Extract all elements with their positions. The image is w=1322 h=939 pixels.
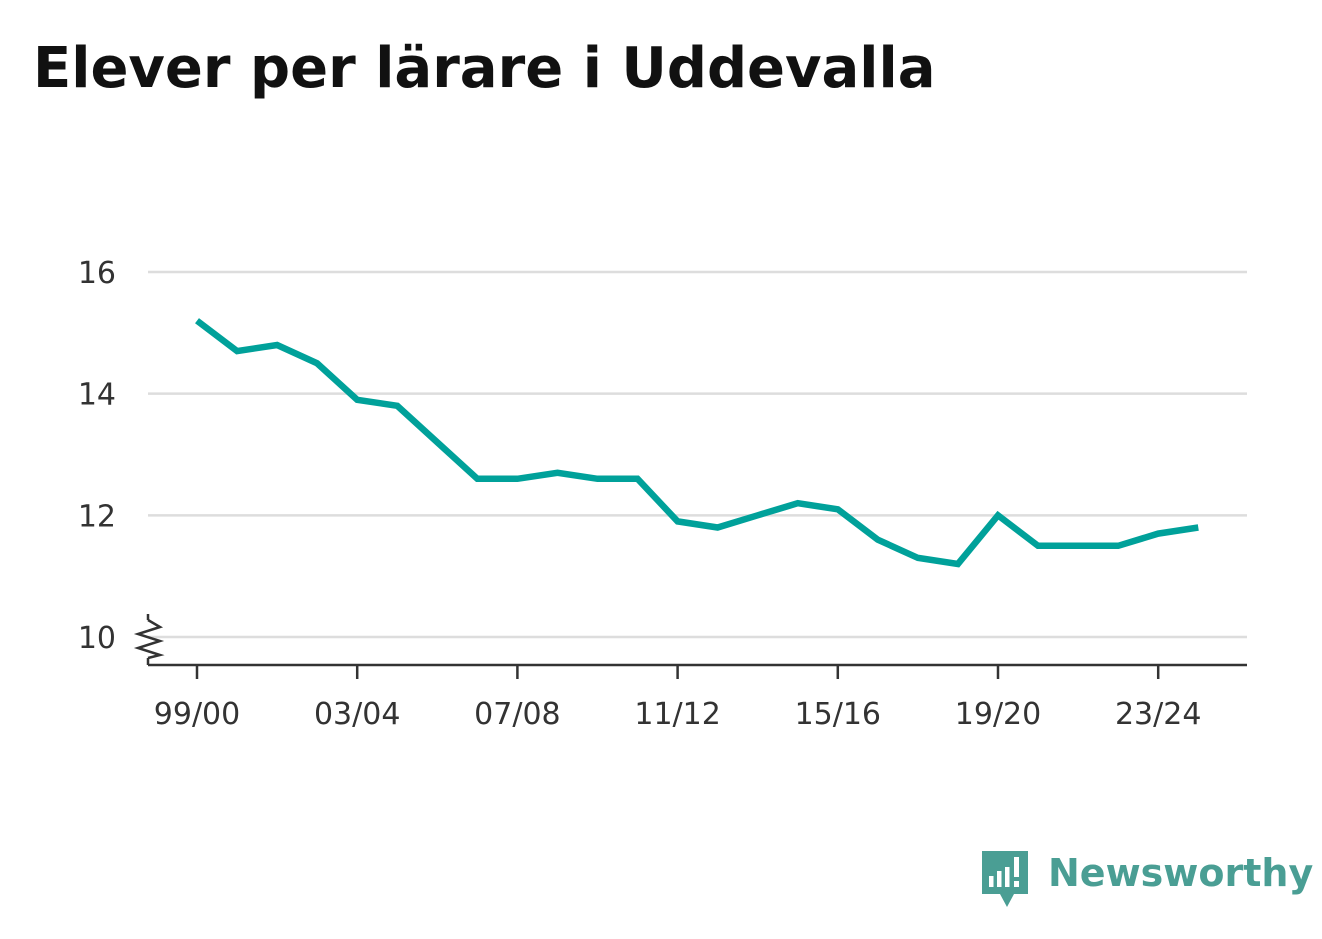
- brand-name: Newsworthy: [1048, 851, 1314, 895]
- data-point: [955, 561, 961, 567]
- data-point: [715, 525, 721, 531]
- data-point: [595, 476, 601, 482]
- y-axis-tick-labels: 10 12 14 16: [78, 256, 116, 656]
- data-point: [194, 318, 200, 324]
- data-point: [274, 342, 280, 348]
- x-tick-label: 15/16: [795, 697, 881, 732]
- data-point: [434, 439, 440, 445]
- gridlines: [148, 270, 1247, 639]
- y-tick-label: 10: [78, 621, 116, 656]
- series-layer: [194, 318, 1201, 568]
- x-tick-label: 99/00: [154, 697, 240, 732]
- x-axis-tick-labels: 99/00 03/04 07/08 11/12 15/16 19/20 23/24: [154, 697, 1202, 732]
- data-point: [1035, 543, 1041, 549]
- data-point: [234, 348, 240, 354]
- data-point: [675, 518, 681, 524]
- data-point: [354, 397, 360, 403]
- newsworthy-logo-icon: [982, 851, 1028, 907]
- x-tick-label: 19/20: [955, 697, 1041, 732]
- data-point: [995, 512, 1001, 518]
- x-tick-label: 03/04: [314, 697, 400, 732]
- x-tick-label: 11/12: [634, 697, 720, 732]
- data-point: [755, 512, 761, 518]
- x-tick-label: 07/08: [474, 697, 560, 732]
- data-point: [514, 476, 520, 482]
- data-point: [1195, 525, 1201, 531]
- data-point: [394, 403, 400, 409]
- data-point: [835, 506, 841, 512]
- x-axis: [133, 614, 1247, 679]
- data-point: [635, 476, 641, 482]
- data-point: [1155, 531, 1161, 537]
- data-point: [554, 470, 560, 476]
- data-point: [1075, 543, 1081, 549]
- data-point: [915, 555, 921, 561]
- y-tick-label: 12: [78, 499, 116, 534]
- data-point: [795, 500, 801, 506]
- data-point: [875, 537, 881, 543]
- page-title: Elever per lärare i Uddevalla: [33, 36, 936, 101]
- axis-break-zigzag: [133, 618, 165, 660]
- y-tick-label: 16: [78, 256, 116, 291]
- data-point: [1115, 543, 1121, 549]
- data-point: [474, 476, 480, 482]
- y-tick-label: 14: [78, 378, 116, 413]
- brand-logo: Newsworthy: [980, 848, 1313, 912]
- series-line-0: [195, 318, 1199, 568]
- data-point: [314, 360, 320, 366]
- x-tick-label: 23/24: [1115, 697, 1201, 732]
